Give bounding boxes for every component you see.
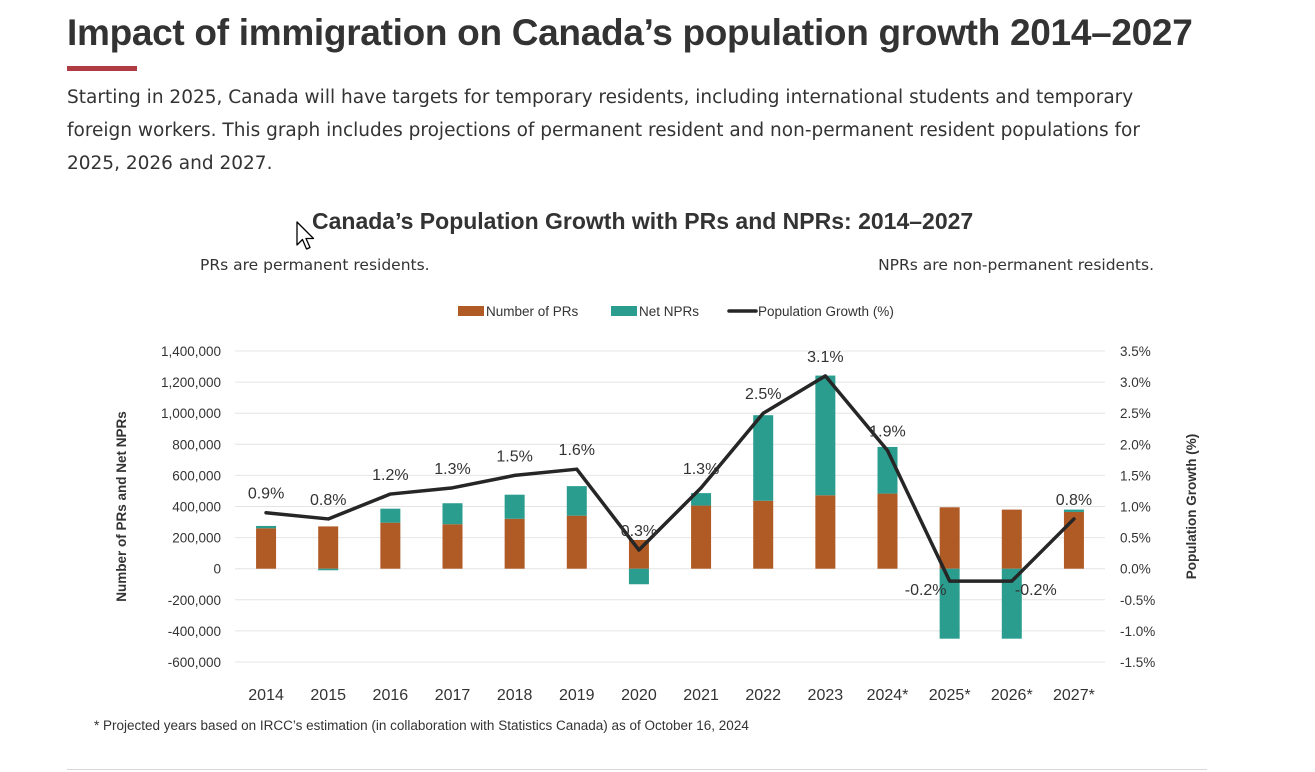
y2-tick-label: 1.5% xyxy=(1120,468,1151,483)
bar-prs xyxy=(691,505,712,569)
y-tick-label: 0 xyxy=(213,562,221,577)
bar-net-nprs xyxy=(442,503,463,525)
x-tick-label: 2021 xyxy=(683,687,719,704)
intro-paragraph: Starting in 2025, Canada will have targe… xyxy=(67,87,1140,174)
x-tick-label: 2024* xyxy=(867,687,909,704)
y-axis-title: Number of PRs and Net NPRs xyxy=(114,411,129,602)
bar-net-nprs xyxy=(380,508,401,523)
x-tick-label: 2017 xyxy=(435,687,471,704)
x-tick-label: 2026* xyxy=(991,687,1033,704)
growth-data-label: 1.3% xyxy=(683,461,719,478)
y-tick-label: 200,000 xyxy=(172,531,221,546)
growth-data-label: 0.9% xyxy=(248,486,284,503)
nprs-definition-note: NPRs are non-permanent residents. xyxy=(878,256,1154,274)
x-tick-label: 2025* xyxy=(929,687,971,704)
bar-net-nprs xyxy=(1001,568,1022,639)
population-growth-line xyxy=(264,374,1076,583)
y-tick-label: 400,000 xyxy=(172,500,221,515)
bar-prs xyxy=(442,524,463,569)
bar-prs xyxy=(256,528,277,569)
section-divider xyxy=(67,769,1207,770)
y-tick-label: -200,000 xyxy=(168,593,221,608)
growth-data-label: -0.2% xyxy=(905,582,947,599)
x-tick-label: 2014 xyxy=(248,687,284,704)
bar-net-nprs xyxy=(1063,509,1084,512)
y-tick-label: -600,000 xyxy=(168,655,221,670)
growth-data-label: 2.5% xyxy=(745,386,781,403)
bar-prs xyxy=(815,495,836,569)
title-underline xyxy=(67,66,137,71)
x-tick-label: 2019 xyxy=(559,687,595,704)
x-tick-label: 2015 xyxy=(310,687,346,704)
y2-axis-title: Population Growth (%) xyxy=(1184,434,1199,579)
bar-net-nprs xyxy=(691,493,712,506)
mouse-cursor-icon xyxy=(296,221,315,250)
chart-footnote: * Projected years based on IRCC’s estima… xyxy=(94,718,749,733)
x-tick-label: 2023 xyxy=(808,687,844,704)
y2-tick-label: 0.0% xyxy=(1120,562,1151,577)
bar-prs xyxy=(753,500,774,569)
bar-net-nprs xyxy=(628,568,649,585)
growth-data-label: 3.1% xyxy=(807,349,843,366)
y2-tick-label: 3.5% xyxy=(1120,344,1151,359)
growth-data-label: 0.8% xyxy=(1056,492,1092,509)
x-tick-label: 2020 xyxy=(621,687,657,704)
growth-data-label: -0.2% xyxy=(1015,582,1057,599)
legend-label-nprs: Net NPRs xyxy=(639,304,699,319)
y-tick-label: 1,200,000 xyxy=(161,375,221,390)
growth-data-label: 0.8% xyxy=(310,492,346,509)
bar-net-nprs xyxy=(256,525,277,529)
bar-prs xyxy=(318,526,339,569)
growth-data-label: 1.9% xyxy=(869,424,905,441)
y2-tick-label: -0.5% xyxy=(1120,593,1155,608)
y2-tick-label: 1.0% xyxy=(1120,500,1151,515)
growth-data-label: 1.5% xyxy=(496,448,532,465)
growth-data-label: 0.3% xyxy=(621,523,657,540)
y2-tick-label: -1.0% xyxy=(1120,624,1155,639)
legend-swatch-prs xyxy=(458,306,484,316)
y-tick-label: 1,400,000 xyxy=(161,344,221,359)
y-tick-label: -400,000 xyxy=(168,624,221,639)
y2-tick-label: 2.5% xyxy=(1120,406,1151,421)
x-tick-label: 2022 xyxy=(745,687,781,704)
x-tick-label: 2018 xyxy=(497,687,533,704)
y2-tick-label: 3.0% xyxy=(1120,375,1151,390)
x-tick-label: 2016 xyxy=(373,687,409,704)
chart-title: Canada’s Population Growth with PRs and … xyxy=(312,208,974,234)
bar-net-nprs xyxy=(504,494,525,519)
x-tick-label: 2027* xyxy=(1053,687,1095,704)
y-tick-label: 800,000 xyxy=(172,437,221,452)
bar-prs xyxy=(566,515,587,569)
bar-prs xyxy=(1001,509,1022,569)
bar-prs xyxy=(939,507,960,569)
growth-data-label: 1.3% xyxy=(434,461,470,478)
bar-net-nprs xyxy=(318,568,339,571)
legend-swatch-nprs xyxy=(611,306,637,316)
legend-label-growth: Population Growth (%) xyxy=(758,304,894,319)
y2-tick-label: -1.5% xyxy=(1120,655,1155,670)
page-title: Impact of immigration on Canada’s popula… xyxy=(67,12,1193,53)
bar-prs xyxy=(504,518,525,569)
y2-tick-label: 0.5% xyxy=(1120,531,1151,546)
population-growth-chart: -600,000 -400,000 -200,000 0 200,000 400,000 6… xyxy=(94,304,1199,733)
growth-data-label: 1.2% xyxy=(372,467,408,484)
bar-prs xyxy=(877,493,898,569)
bar-net-nprs xyxy=(753,415,774,501)
bar-prs xyxy=(380,522,401,569)
bar-net-nprs xyxy=(566,486,587,516)
growth-data-label: 1.6% xyxy=(559,442,595,459)
bar-net-nprs xyxy=(815,375,836,496)
y2-tick-label: 2.0% xyxy=(1120,437,1151,452)
y-tick-label: 600,000 xyxy=(172,468,221,483)
prs-definition-note: PRs are permanent residents. xyxy=(200,256,430,274)
y-tick-label: 1,000,000 xyxy=(161,406,221,421)
legend-label-prs: Number of PRs xyxy=(486,304,579,319)
bar-net-nprs xyxy=(939,568,960,639)
